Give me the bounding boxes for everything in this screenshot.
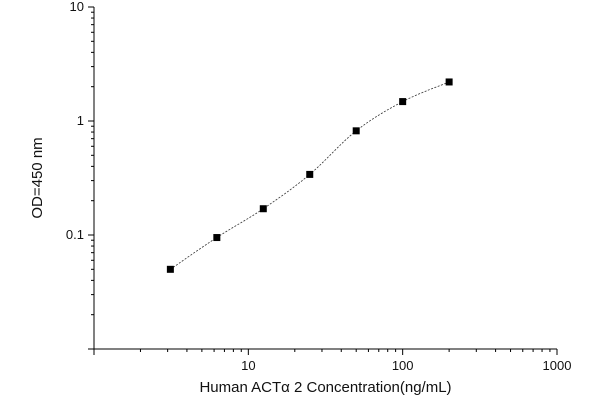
data-points (166, 78, 453, 273)
x-axis-title: Human ACTα 2 Concentration(ng/mL) (199, 379, 451, 396)
data-point (445, 78, 453, 86)
data-point (213, 234, 221, 242)
x-tick-label: 1000 (543, 358, 572, 373)
data-point (306, 170, 314, 178)
data-point (399, 98, 407, 106)
data-point (352, 127, 360, 135)
x-tick-label: 100 (392, 358, 414, 373)
y-tick-label: 1 (77, 113, 84, 128)
x-tick-label: 10 (241, 358, 255, 373)
y-tick-label: 0.1 (66, 227, 84, 242)
data-point (259, 205, 267, 213)
axes (93, 7, 557, 350)
ticks: 10 100 1000 0.1 1 10 (66, 0, 572, 373)
y-axis-title: OD=450 nm (29, 137, 46, 218)
y-tick-label: 10 (70, 0, 84, 14)
data-point (166, 265, 174, 273)
